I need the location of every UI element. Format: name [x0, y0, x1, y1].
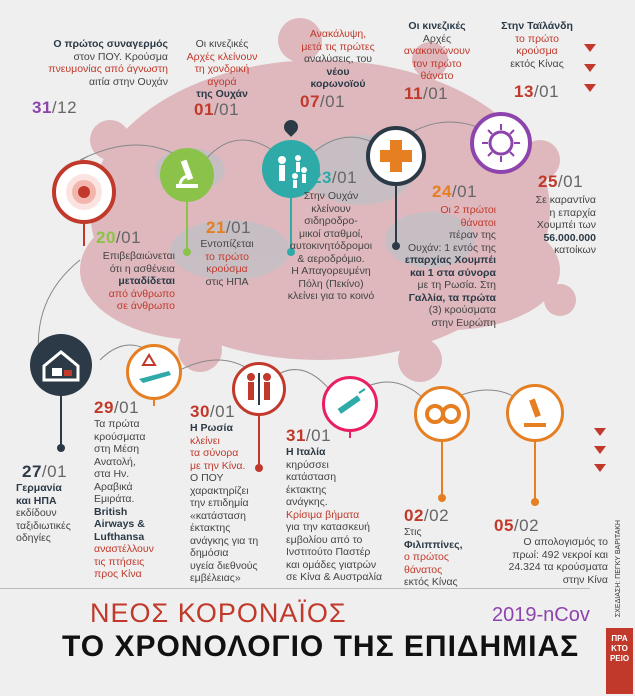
- pin-stem: [186, 202, 188, 250]
- pin-stem: [395, 186, 397, 244]
- page-title: ΤΟ ΧΡΟΝΟΛΟΓΙΟ ΤΗΣ ΕΠΙΔΗΜΙΑΣ: [62, 630, 580, 663]
- event-date: 30/01: [190, 402, 236, 421]
- pin-stem: [441, 442, 443, 496]
- arrow-down-icon: [584, 44, 596, 52]
- pin-stem: [258, 416, 260, 466]
- pin-dot: [183, 248, 191, 256]
- event-text: Οι 2 πρώτοι θάνατοι πέραν της Ουχάν: 1 ε…: [404, 204, 496, 329]
- event-date: 20/01: [96, 228, 142, 247]
- border-icon: [232, 362, 286, 416]
- event-text: Η Ρωσία κλείνει τα σύνορα με την Κίνα. Ο…: [190, 422, 259, 584]
- pin-dot: [438, 494, 446, 502]
- event-date: 05/02: [494, 516, 540, 535]
- event-text: Γερμανία και ΗΠΑ εκδίδουν ταξιδιωτικές ο…: [16, 482, 71, 544]
- event-text: Η Ιταλία κηρύσσει κατάσταση έκτακτης ανά…: [286, 446, 383, 583]
- medical-cross-icon: [366, 126, 426, 186]
- credit: ΣΧΕΔΙΑΣΗ: ΠΕΓΚΥ ΒΑΡΙΤΑΚΗ: [615, 520, 622, 618]
- microscope-icon: [506, 384, 564, 442]
- event-text: Σε καραντίνα η επαρχία Χουμπέι των 56.00…: [535, 194, 596, 256]
- microscope-icon: [160, 148, 214, 202]
- arrow-down-icon: [594, 464, 606, 472]
- event-date: 31/01: [286, 426, 332, 445]
- arrow-down-icon: [594, 446, 606, 454]
- pin-stem: [534, 442, 536, 500]
- pin-dot: [531, 498, 539, 506]
- event-text: Στην Ουχάν κλείνουν σιδηροδρο- μικοί στα…: [287, 190, 375, 302]
- event-date: 07/01: [300, 92, 346, 111]
- event-text: Οι κινεζικές Αρχές κλείνουν τη χονδρική …: [186, 38, 258, 100]
- pin-stem: [60, 396, 62, 446]
- house-quarantine-icon: [30, 334, 92, 396]
- syringe-icon: [322, 376, 378, 432]
- event-date: 02/02: [404, 506, 450, 525]
- pin-stem: [153, 400, 155, 406]
- event-date: 21/01: [206, 218, 252, 237]
- arrow-down-icon: [584, 64, 596, 72]
- target-icon: [52, 160, 116, 224]
- event-text: Εντοπίζεται το πρώτο κρούσμα στις ΗΠΑ: [200, 238, 254, 288]
- virus-name: 2019-nCov: [492, 604, 590, 626]
- event-text: Επιβεβαιώνεται ότι η ασθένεια μεταδίδετα…: [102, 250, 175, 312]
- event-date: 27/01: [22, 462, 68, 481]
- divider: [0, 588, 590, 589]
- airplane-warning-icon: [126, 344, 182, 400]
- arrow-down-icon: [584, 84, 596, 92]
- pin-dot: [287, 248, 295, 256]
- event-date: 31/12: [32, 98, 78, 117]
- event-date: 24/01: [432, 182, 478, 201]
- event-text: Ο πρώτος συναγερμός στον ΠΟΥ. Κρούσμα πν…: [48, 38, 168, 88]
- pin-dot: [57, 444, 65, 452]
- event-date: 13/01: [514, 82, 560, 101]
- event-text: Ανακάλυψη, μετά τις πρώτες αναλύσεις, το…: [301, 28, 375, 90]
- pin-dot: [392, 242, 400, 250]
- logo: ΠΡΑ ΚΤΟ ΡΕΙΟ: [606, 628, 633, 694]
- event-text: Ο απολογισμός το πρωί: 492 νεκροί και 24…: [508, 536, 609, 586]
- pin-stem: [83, 224, 85, 246]
- title-top: ΝΕΟΣ ΚΟΡΟΝΑΪΟΣ: [90, 598, 347, 628]
- event-text: Οι κινεζικές Αρχές ανακοινώνουν τον πρώτ…: [403, 20, 471, 82]
- event-date: 11/01: [404, 84, 449, 103]
- event-text: Στις Φιλιππίνες, ο πρώτος θάνατος εκτός …: [404, 526, 463, 588]
- people-icon: [262, 140, 320, 198]
- event-text: Τα πρώτα κρούσματα στη Μέση Ανατολή, στα…: [94, 418, 154, 580]
- pin-stem: [290, 198, 292, 250]
- event-date: 25/01: [538, 172, 584, 191]
- event-date: 01/01: [194, 100, 240, 119]
- event-text: Στην Ταϊλάνδη το πρώτο κρούσμα εκτός Κίν…: [501, 20, 573, 70]
- event-date: 23/01: [312, 168, 358, 187]
- gears-icon: [414, 386, 470, 442]
- arrow-down-icon: [594, 428, 606, 436]
- virus-icon: [470, 112, 532, 174]
- event-date: 29/01: [94, 398, 140, 417]
- pin-dot: [255, 464, 263, 472]
- pin-stem: [349, 432, 351, 438]
